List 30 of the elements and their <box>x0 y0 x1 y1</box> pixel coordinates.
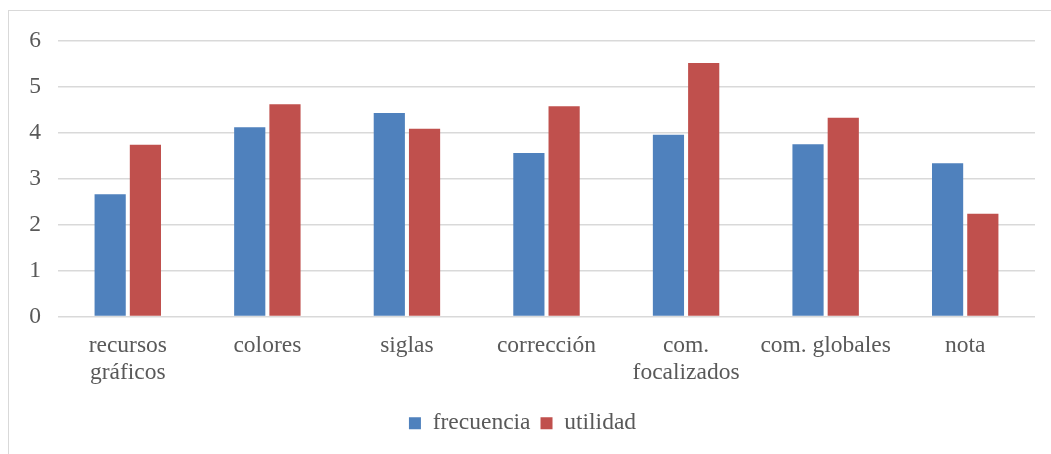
y-tick-label: 4 <box>29 118 42 145</box>
bar <box>827 117 859 316</box>
bar <box>548 106 580 316</box>
y-tick-label: 6 <box>29 26 42 53</box>
x-tick-label: recursos gráficos <box>88 331 167 385</box>
y-tick-label: 1 <box>29 255 41 282</box>
bar <box>94 194 126 316</box>
bar <box>967 213 999 316</box>
bar <box>129 144 161 316</box>
bar <box>234 127 266 316</box>
y-tick-label: 5 <box>29 72 41 99</box>
x-tick-label: corrección <box>496 331 597 358</box>
y-tick-label: 0 <box>29 301 41 328</box>
x-tick-label: siglas <box>380 331 434 358</box>
bar <box>688 63 720 316</box>
x-tick-label: com. globales <box>760 331 891 358</box>
bar <box>652 134 685 316</box>
y-tick-label: 3 <box>29 163 41 190</box>
legend-label: utilidad <box>564 408 637 435</box>
bar <box>513 153 545 316</box>
x-tick-label: nota <box>944 331 987 358</box>
bar <box>408 128 441 316</box>
bar <box>792 144 824 316</box>
legend-label: frecuencia <box>432 408 532 435</box>
y-tick-label: 2 <box>29 209 41 236</box>
bar <box>269 104 301 316</box>
bar <box>373 113 405 316</box>
x-tick-label: com. focalizados <box>632 331 740 385</box>
x-tick-label: colores <box>233 331 302 358</box>
bar <box>932 163 964 316</box>
